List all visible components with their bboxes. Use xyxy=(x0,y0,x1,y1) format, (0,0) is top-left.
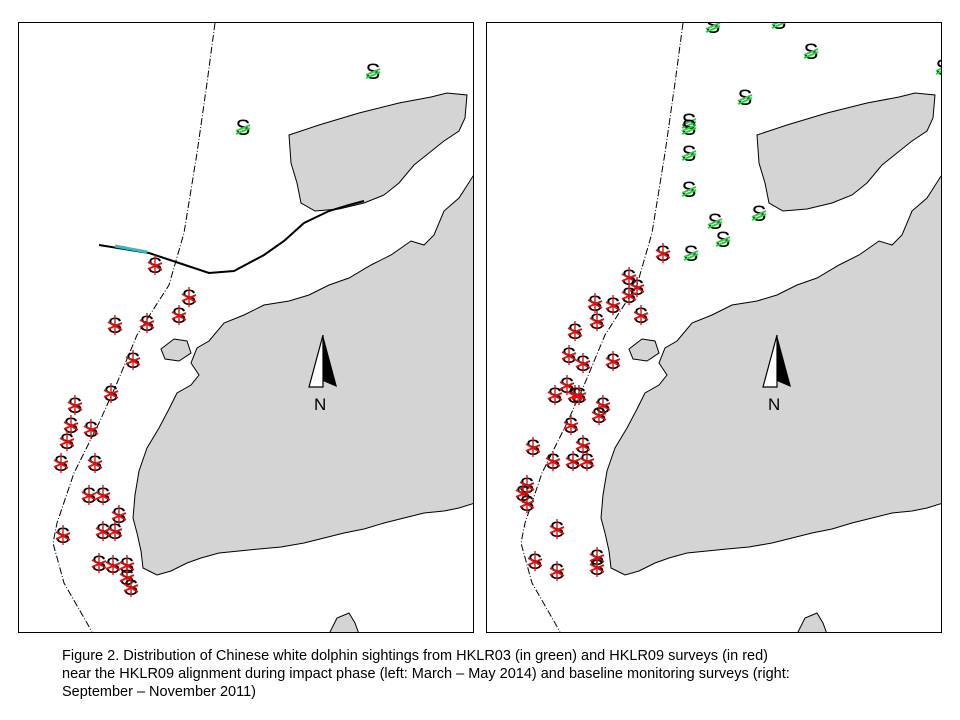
hklr09-sighting-marker: S xyxy=(621,283,637,308)
small-island xyxy=(628,338,660,362)
map-panel-impact-phase: N SSSSSSSSSSSSSSSSSSSSSSSSSS xyxy=(18,22,474,633)
hklr09-sighting-marker: S xyxy=(589,555,605,580)
hklr09-sighting-marker: S xyxy=(55,523,71,548)
hklr09-sighting-marker: S xyxy=(547,383,563,408)
boundary-line xyxy=(520,23,684,632)
hklr09-sighting-marker: S xyxy=(545,449,561,474)
lantau-landmass xyxy=(132,175,473,576)
hklr09-sighting-marker: S xyxy=(147,253,163,278)
hklr09-sighting-marker: S xyxy=(519,491,535,516)
hklr03-sighting-marker: S xyxy=(681,115,697,140)
chek-lap-kok-island xyxy=(288,92,468,212)
north-arrow-icon: N xyxy=(762,334,791,414)
hklr09-sighting-marker: S xyxy=(67,393,83,418)
hklr09-sighting-marker: S xyxy=(103,381,119,406)
hklr09-sighting-marker: S xyxy=(105,553,121,578)
caption-line-3: September – November 2011) xyxy=(62,684,256,700)
hklr09-sighting-marker: S xyxy=(59,429,75,454)
hklr09-sighting-marker: S xyxy=(571,383,587,408)
hklr03-sighting-marker: S xyxy=(771,23,787,34)
hklr03-sighting-marker: S xyxy=(715,227,731,252)
sightings-left: SSSSSSSSSSSSSSSSSSSSSSSSSS xyxy=(53,59,381,600)
hklr09-sighting-marker: S xyxy=(549,517,565,542)
caption-line-2: near the HKLR09 alignment during impact … xyxy=(62,666,790,682)
hklr03-sighting-marker: S xyxy=(705,23,721,38)
hklr09-sighting-marker: S xyxy=(587,291,603,316)
hklr09-sighting-marker: S xyxy=(559,373,575,398)
hklr09-sighting-marker: S xyxy=(91,551,107,576)
hklr03-sighting-marker: S xyxy=(683,241,699,266)
hklr09-sighting-marker: S xyxy=(565,449,581,474)
hklr03-sighting-marker: S xyxy=(803,39,819,64)
map-right-svg: N SSSSSSSSSSSSSSSSSSSSSSSSSSSSSSSSSSSSSS… xyxy=(515,23,942,632)
hklr09-sighting-marker: S xyxy=(123,575,139,600)
hklr03-sighting-marker: S xyxy=(681,141,697,166)
hklr03-sighting-marker: S xyxy=(751,201,767,226)
north-arrow-icon: N xyxy=(308,334,337,414)
sightings-right: SSSSSSSSSSSSSSSSSSSSSSSSSSSSSSSSSSSSSSSS… xyxy=(515,23,942,584)
hklr09-sighting-marker: S xyxy=(563,413,579,438)
hklr09-sighting-marker: S xyxy=(87,451,103,476)
hklr09-sighting-marker: S xyxy=(107,313,123,338)
figure-caption: Figure 2. Distribution of Chinese white … xyxy=(62,647,902,701)
hklr09-sighting-marker: S xyxy=(95,483,111,508)
hklr09-sighting-marker: S xyxy=(81,483,97,508)
hklr09-sighting-marker: S xyxy=(125,348,141,373)
hklr03-sighting-marker: S xyxy=(681,109,697,134)
hklr09-alignment xyxy=(98,200,365,275)
hklr03-sighting-marker: S xyxy=(681,177,697,202)
hklr03-sighting-marker: S xyxy=(235,115,251,140)
hklr09-sighting-marker: S xyxy=(621,265,637,290)
hklr09-sighting-marker: S xyxy=(525,435,541,460)
hklr09-sighting-marker: S xyxy=(561,343,577,368)
hklr09-sighting-marker: S xyxy=(527,549,543,574)
hklr09-sighting-marker: S xyxy=(549,559,565,584)
north-label: N xyxy=(314,395,326,414)
hklr03-sighting-marker: S xyxy=(935,55,942,80)
small-island xyxy=(160,338,192,362)
north-label: N xyxy=(768,395,780,414)
hklr09-sighting-marker: S xyxy=(605,293,621,318)
map-panel-baseline: N SSSSSSSSSSSSSSSSSSSSSSSSSSSSSSSSSSSSSS… xyxy=(486,22,942,633)
hklr09-sighting-marker: S xyxy=(579,449,595,474)
hklr09-sighting-marker: S xyxy=(575,351,591,376)
hklr09-sighting-marker: S xyxy=(589,309,605,334)
hklr09-alignment-accent xyxy=(114,244,148,254)
hklr09-sighting-marker: S xyxy=(171,303,187,328)
hklr03-sighting-marker: S xyxy=(365,59,381,84)
hklr09-sighting-marker: S xyxy=(655,241,671,266)
svg-text:S: S xyxy=(936,55,942,80)
boundary-line xyxy=(52,23,216,632)
hklr09-sighting-marker: S xyxy=(53,451,69,476)
hklr09-sighting-marker: S xyxy=(567,319,583,344)
hklr09-sighting-marker: S xyxy=(633,303,649,328)
hklr09-sighting-marker: S xyxy=(83,417,99,442)
bottom-islet xyxy=(329,612,359,632)
chek-lap-kok-island xyxy=(756,92,936,212)
hklr09-sighting-marker: S xyxy=(181,285,197,310)
hklr03-sighting-marker: S xyxy=(737,85,753,110)
svg-text:S: S xyxy=(772,23,787,34)
hklr03-sighting-marker: S xyxy=(707,209,723,234)
hklr09-sighting-marker: S xyxy=(591,403,607,428)
caption-line-1: Figure 2. Distribution of Chinese white … xyxy=(62,648,769,664)
hklr09-sighting-marker: S xyxy=(95,519,111,544)
bottom-islet xyxy=(797,612,827,632)
hklr09-sighting-marker: S xyxy=(139,311,155,336)
map-left-svg: N SSSSSSSSSSSSSSSSSSSSSSSSSS xyxy=(52,23,473,632)
hklr09-sighting-marker: S xyxy=(107,519,123,544)
hklr09-sighting-marker: S xyxy=(605,349,621,374)
hklr09-sighting-marker: S xyxy=(575,433,591,458)
